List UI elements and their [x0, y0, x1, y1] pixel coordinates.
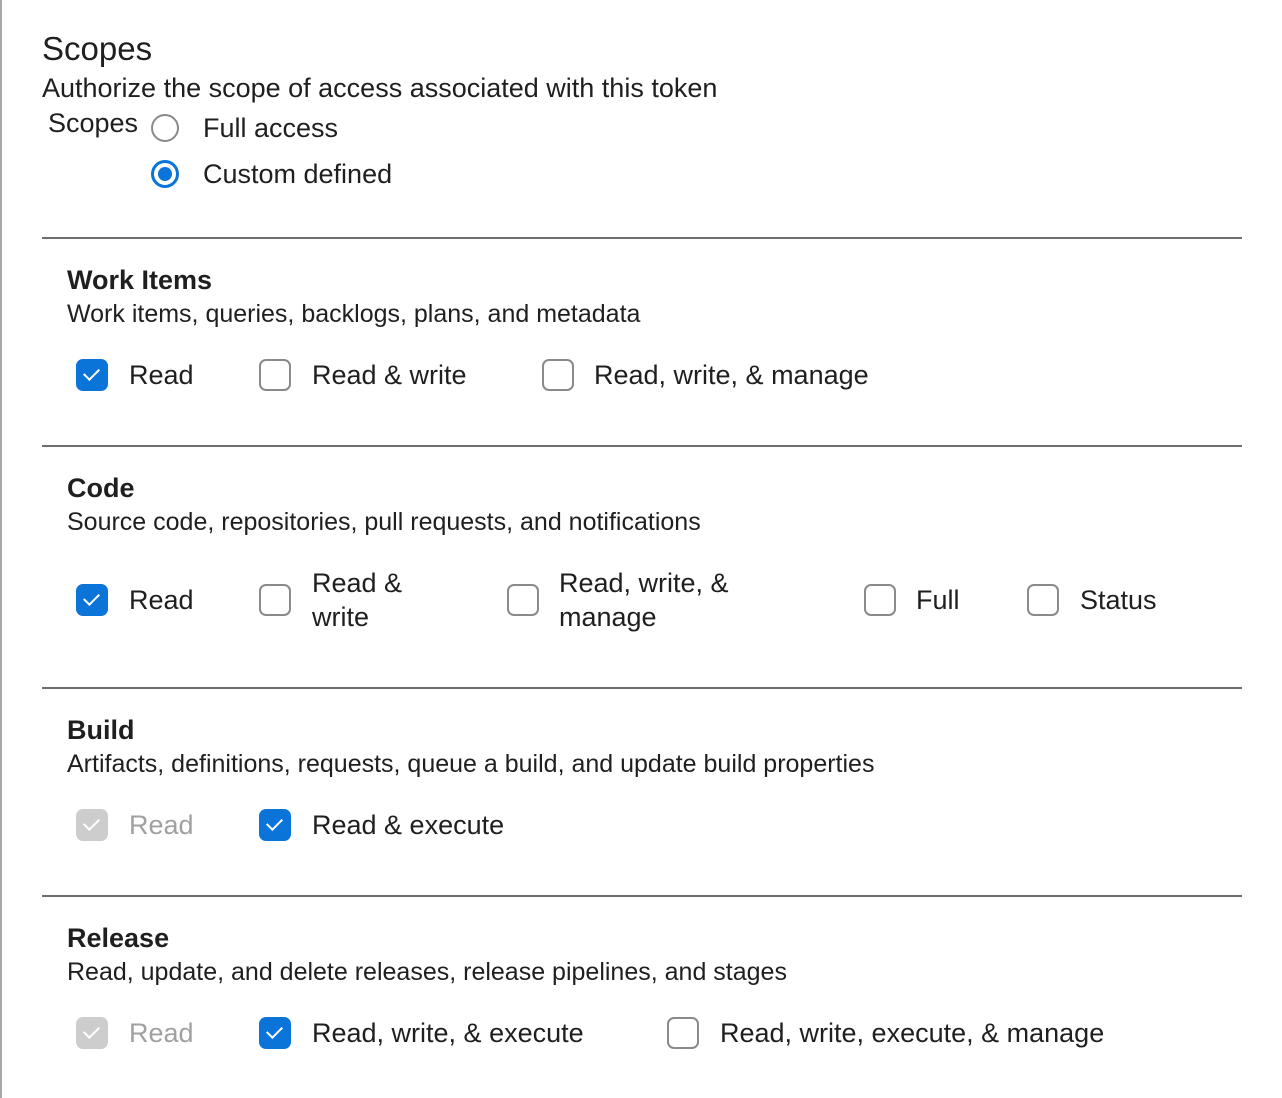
section-title-work-items: Work Items	[67, 265, 213, 295]
checkbox-build-read	[76, 809, 108, 841]
section-title-build: Build	[67, 715, 135, 745]
label-line: Read &	[312, 568, 403, 598]
checkbox-label: Read & write	[312, 566, 402, 634]
checkbox-label: Read	[129, 360, 194, 390]
checkbox-label: Status	[1080, 585, 1157, 615]
radio-label: Custom defined	[203, 159, 393, 189]
divider	[42, 445, 1242, 447]
checkbox-label: Full	[916, 585, 960, 615]
panel-edge	[0, 0, 2, 1098]
checkbox-release-read-write-execute-manage[interactable]	[667, 1017, 699, 1049]
checkbox-build-read-execute[interactable]	[259, 809, 291, 841]
radio-button[interactable]	[151, 160, 179, 188]
checkbox-code-status[interactable]	[1027, 584, 1059, 616]
checkbox-code-read-write[interactable]	[259, 584, 291, 616]
label-line: Read, write, &	[559, 568, 729, 598]
checkbox-label: Read & execute	[312, 810, 505, 840]
radio-button[interactable]	[151, 114, 179, 142]
checkbox-label: Read	[129, 585, 194, 615]
checkbox-code-full[interactable]	[864, 584, 896, 616]
page-subtitle: Authorize the scope of access associated…	[42, 73, 718, 103]
checkbox-label: Read, write, & manage	[594, 360, 869, 390]
label-line: write	[312, 602, 370, 632]
checkbox-code-read-write-manage[interactable]	[507, 584, 539, 616]
section-description: Artifacts, definitions, requests, queue …	[67, 750, 875, 778]
page-title: Scopes	[42, 30, 153, 67]
divider	[42, 895, 1242, 897]
checkbox-label: Read	[129, 1018, 194, 1048]
section-description: Read, update, and delete releases, relea…	[67, 958, 787, 986]
checkbox-label: Read	[129, 810, 194, 840]
radio-label: Full access	[203, 113, 339, 143]
checkbox-label: Read, write, & manage	[559, 566, 729, 634]
divider	[42, 687, 1242, 689]
checkbox-release-read-write-execute[interactable]	[259, 1017, 291, 1049]
checkbox-code-read[interactable]	[76, 584, 108, 616]
checkbox-label: Read & write	[312, 360, 467, 390]
checkbox-work-items-read-write-manage[interactable]	[542, 359, 574, 391]
checkbox-label: Read, write, & execute	[312, 1018, 584, 1048]
checkbox-work-items-read-write[interactable]	[259, 359, 291, 391]
checkbox-label: Read, write, execute, & manage	[720, 1018, 1105, 1048]
section-description: Source code, repositories, pull requests…	[67, 508, 701, 536]
label-line: manage	[559, 602, 657, 632]
section-title-code: Code	[67, 473, 135, 503]
scopes-label: Scopes	[48, 108, 139, 138]
divider	[42, 237, 1242, 239]
section-description: Work items, queries, backlogs, plans, an…	[67, 300, 641, 328]
section-title-release: Release	[67, 923, 170, 953]
checkbox-work-items-read[interactable]	[76, 359, 108, 391]
checkbox-release-read	[76, 1017, 108, 1049]
